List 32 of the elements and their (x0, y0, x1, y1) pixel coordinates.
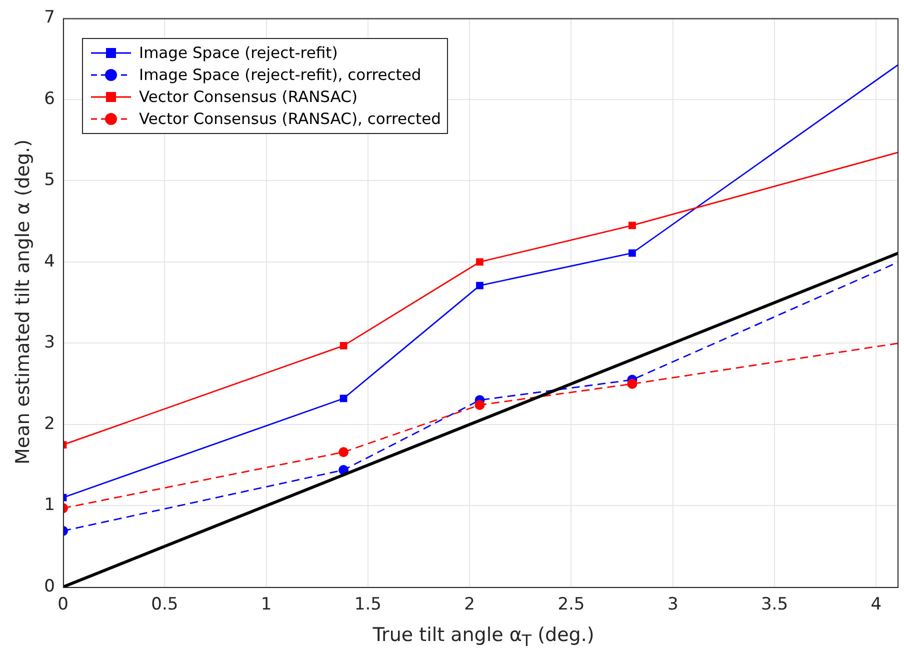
y-tick-label: 0 (44, 576, 55, 596)
point (476, 282, 484, 290)
legend-label: Vector Consensus (RANSAC) (139, 88, 358, 106)
legend-label: Vector Consensus (RANSAC), corrected (139, 110, 442, 128)
point (338, 447, 349, 458)
y-tick-label: 6 (44, 88, 55, 109)
x-tick-label: 1.5 (354, 594, 382, 615)
point (340, 342, 348, 350)
x-axis-title: True tilt angle α$_{T}$ (deg.) (372, 624, 596, 650)
y-tick-label: 5 (44, 170, 55, 190)
legend-label: Image Space (reject-refit), corrected (139, 66, 422, 84)
y-tick-label: 4 (44, 251, 55, 272)
point (628, 249, 636, 257)
x-tick-label: 1 (260, 594, 272, 615)
point (474, 400, 485, 410)
y-axis-title: Mean estimated tilt angle α (deg.) (12, 139, 34, 465)
x-tick-label: 2 (464, 594, 475, 615)
x-tick-label: 4 (870, 594, 882, 615)
y-tick-label: 1 (44, 495, 55, 516)
x-tick-label: 2.5 (558, 594, 585, 615)
y-tick-label: 3 (44, 332, 55, 353)
point (476, 258, 484, 266)
x-tick-label: 3 (667, 594, 678, 615)
x-tick-label: 0 (58, 594, 68, 615)
legend-label: Image Space (reject-refit) (139, 44, 338, 62)
y-tick-label: 2 (44, 414, 55, 434)
point (340, 394, 348, 402)
point (628, 222, 636, 230)
y-tick-label: 7 (44, 8, 55, 28)
x-tick-label: 0.5 (151, 594, 178, 615)
x-tick-label: 3.5 (760, 594, 788, 615)
point (627, 378, 638, 389)
